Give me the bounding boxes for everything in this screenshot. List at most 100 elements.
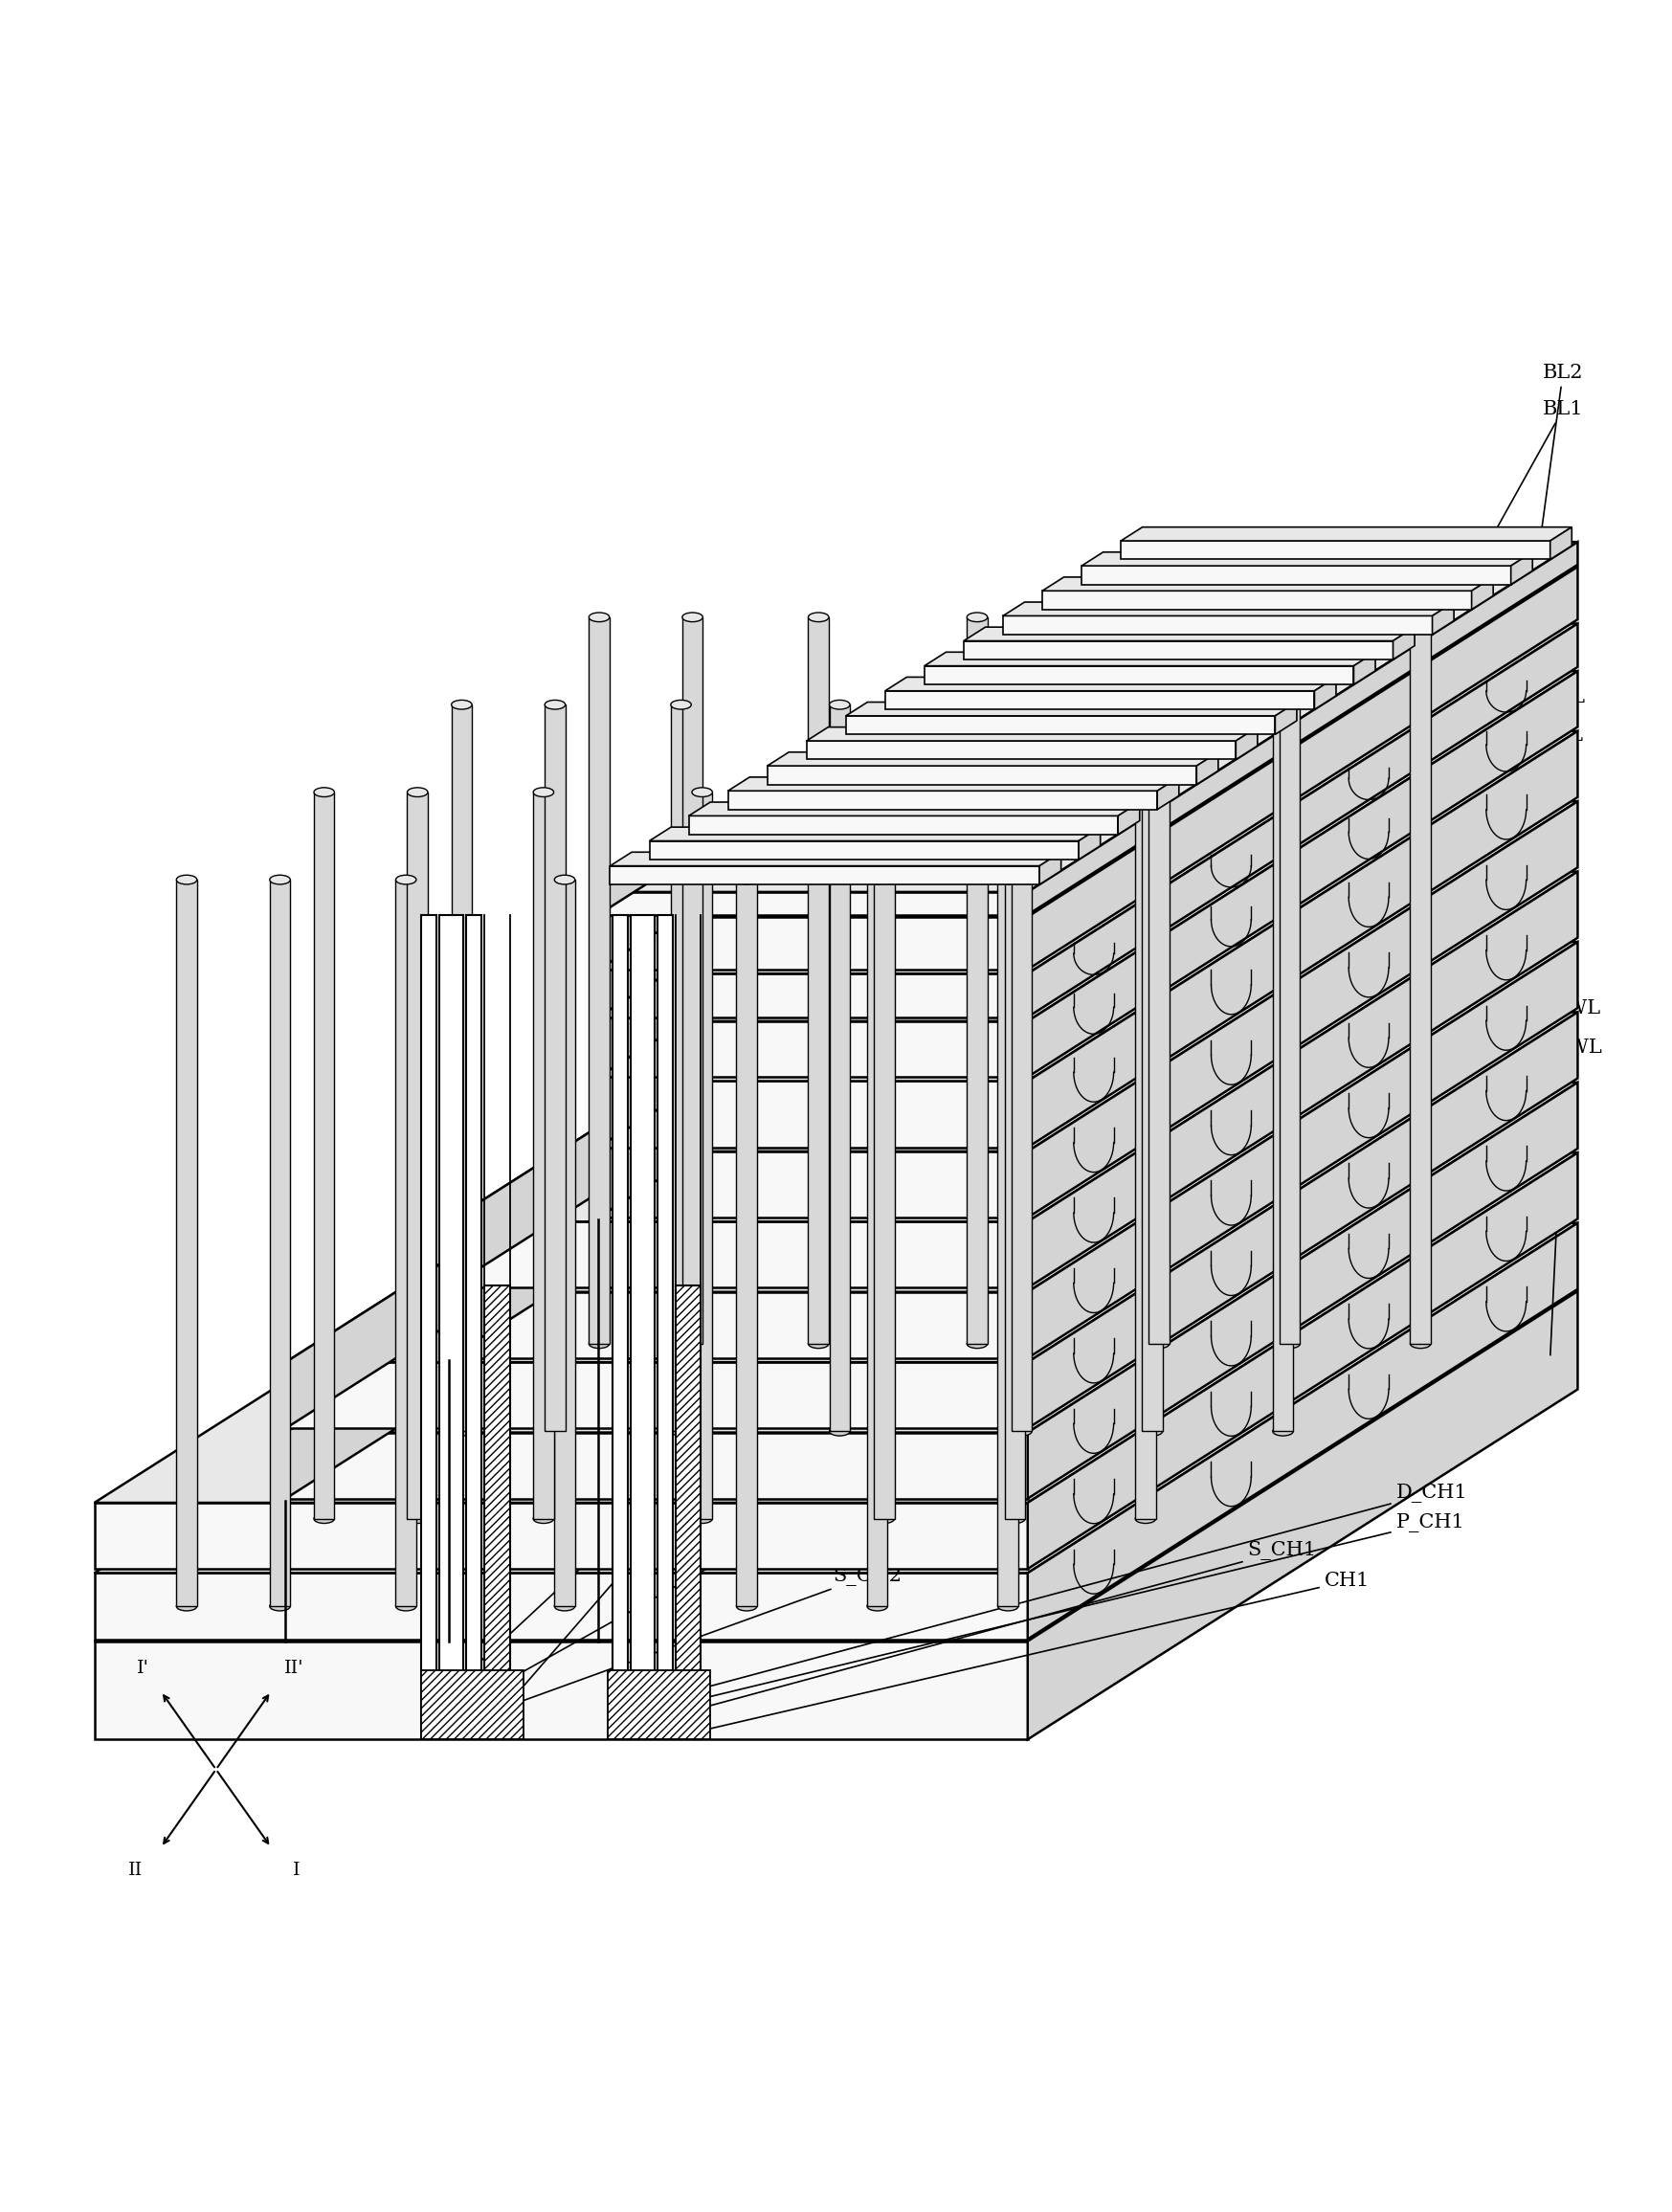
Polygon shape bbox=[884, 677, 1336, 690]
Polygon shape bbox=[1040, 852, 1062, 885]
Ellipse shape bbox=[1142, 1427, 1162, 1436]
Polygon shape bbox=[1511, 553, 1533, 584]
Polygon shape bbox=[1119, 803, 1140, 834]
Polygon shape bbox=[1012, 706, 1032, 1431]
Polygon shape bbox=[630, 916, 654, 1734]
Polygon shape bbox=[286, 1013, 836, 1429]
Polygon shape bbox=[94, 1641, 1028, 1739]
Text: SL: SL bbox=[1543, 613, 1570, 666]
Polygon shape bbox=[966, 617, 988, 1343]
Text: II': II' bbox=[284, 1659, 304, 1677]
Ellipse shape bbox=[555, 1601, 575, 1610]
Ellipse shape bbox=[998, 1601, 1018, 1610]
Ellipse shape bbox=[176, 1601, 197, 1610]
Polygon shape bbox=[1276, 701, 1297, 734]
Ellipse shape bbox=[1135, 787, 1155, 796]
Ellipse shape bbox=[545, 1427, 565, 1436]
Polygon shape bbox=[466, 916, 482, 1734]
Polygon shape bbox=[286, 1013, 1578, 1363]
Polygon shape bbox=[421, 1670, 523, 1739]
Text: DSL: DSL bbox=[1543, 688, 1585, 714]
Text: I': I' bbox=[137, 1659, 149, 1677]
Polygon shape bbox=[736, 880, 757, 1606]
Ellipse shape bbox=[1149, 613, 1169, 622]
Polygon shape bbox=[1028, 542, 1578, 916]
Ellipse shape bbox=[1279, 1338, 1301, 1349]
Ellipse shape bbox=[1409, 1338, 1431, 1349]
Polygon shape bbox=[612, 916, 629, 1734]
Polygon shape bbox=[450, 942, 998, 1358]
Polygon shape bbox=[1028, 872, 1578, 1287]
Polygon shape bbox=[599, 730, 1149, 1148]
Ellipse shape bbox=[176, 876, 197, 885]
Polygon shape bbox=[599, 730, 1578, 1082]
Ellipse shape bbox=[269, 1601, 291, 1610]
Polygon shape bbox=[657, 916, 674, 1734]
Polygon shape bbox=[963, 626, 1415, 641]
Polygon shape bbox=[599, 624, 1578, 973]
Polygon shape bbox=[545, 706, 565, 1431]
Polygon shape bbox=[727, 776, 1179, 792]
Polygon shape bbox=[286, 1433, 1028, 1498]
Ellipse shape bbox=[868, 1601, 888, 1610]
Polygon shape bbox=[589, 617, 609, 1343]
Polygon shape bbox=[94, 1292, 1578, 1641]
Polygon shape bbox=[599, 891, 1028, 916]
Polygon shape bbox=[806, 741, 1236, 759]
Polygon shape bbox=[408, 792, 428, 1520]
Ellipse shape bbox=[808, 613, 829, 622]
Ellipse shape bbox=[314, 1513, 334, 1524]
Ellipse shape bbox=[736, 876, 757, 885]
Polygon shape bbox=[846, 717, 1276, 734]
Polygon shape bbox=[963, 641, 1393, 659]
Text: CH2: CH2 bbox=[488, 1478, 719, 1728]
Ellipse shape bbox=[1149, 1338, 1169, 1349]
Ellipse shape bbox=[670, 699, 691, 710]
Polygon shape bbox=[998, 880, 1018, 1606]
Polygon shape bbox=[925, 666, 1354, 684]
Polygon shape bbox=[286, 1082, 1578, 1433]
Polygon shape bbox=[599, 566, 1578, 916]
Polygon shape bbox=[450, 872, 998, 1287]
Polygon shape bbox=[868, 880, 888, 1606]
Ellipse shape bbox=[533, 1513, 553, 1524]
Polygon shape bbox=[450, 1221, 1028, 1287]
Polygon shape bbox=[1028, 624, 1578, 1018]
Polygon shape bbox=[599, 801, 1578, 1152]
Polygon shape bbox=[1003, 602, 1455, 615]
Polygon shape bbox=[451, 706, 472, 1431]
Polygon shape bbox=[1028, 730, 1578, 1148]
Polygon shape bbox=[396, 880, 416, 1606]
Ellipse shape bbox=[408, 787, 428, 796]
Polygon shape bbox=[1279, 617, 1301, 1343]
Ellipse shape bbox=[396, 1601, 416, 1610]
Ellipse shape bbox=[451, 1427, 472, 1436]
Polygon shape bbox=[450, 872, 1578, 1221]
Text: D_WL: D_WL bbox=[1543, 995, 1603, 1057]
Polygon shape bbox=[269, 880, 291, 1606]
Polygon shape bbox=[1082, 566, 1511, 584]
Polygon shape bbox=[599, 1022, 1028, 1077]
Ellipse shape bbox=[966, 613, 988, 622]
Polygon shape bbox=[1354, 653, 1376, 684]
Ellipse shape bbox=[1272, 699, 1292, 710]
Polygon shape bbox=[94, 1573, 1028, 1639]
Polygon shape bbox=[925, 653, 1376, 666]
Polygon shape bbox=[1028, 942, 1578, 1358]
Ellipse shape bbox=[1012, 699, 1032, 710]
Ellipse shape bbox=[868, 876, 888, 885]
Ellipse shape bbox=[808, 1338, 829, 1349]
Polygon shape bbox=[689, 816, 1119, 834]
Polygon shape bbox=[846, 701, 1297, 717]
Polygon shape bbox=[94, 1152, 1578, 1502]
Ellipse shape bbox=[1279, 613, 1301, 622]
Polygon shape bbox=[599, 916, 1028, 969]
Polygon shape bbox=[767, 752, 1219, 765]
Polygon shape bbox=[599, 1152, 1028, 1217]
Polygon shape bbox=[1471, 577, 1493, 611]
Polygon shape bbox=[808, 617, 829, 1343]
Polygon shape bbox=[806, 728, 1257, 741]
Polygon shape bbox=[767, 765, 1197, 785]
Ellipse shape bbox=[545, 699, 565, 710]
Polygon shape bbox=[610, 852, 1062, 865]
